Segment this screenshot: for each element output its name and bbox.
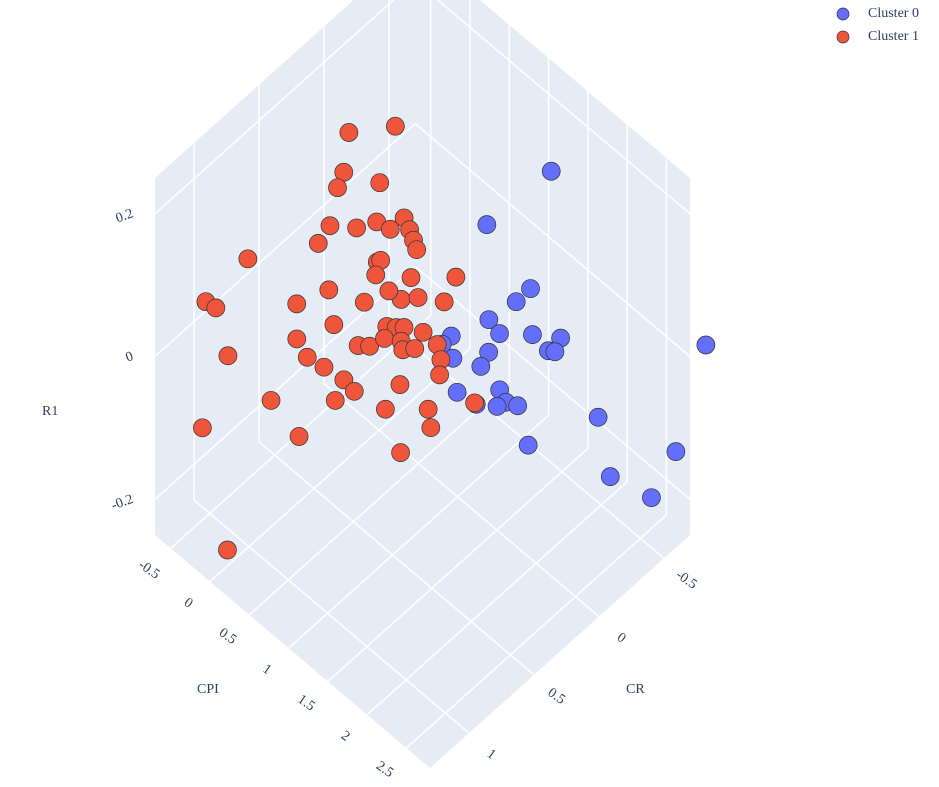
point	[360, 336, 379, 356]
z-tick-label: -0.2	[110, 492, 136, 514]
point	[218, 346, 238, 366]
grid-line	[323, 382, 600, 618]
x-axis-title: CPI	[197, 682, 219, 697]
x-tick-label: 2.5	[373, 759, 396, 781]
point	[508, 396, 528, 416]
point	[487, 397, 507, 416]
point	[430, 365, 449, 385]
point	[465, 393, 484, 413]
point	[518, 435, 538, 455]
point	[287, 329, 307, 349]
x-tick-label: 1	[260, 662, 274, 678]
point	[289, 427, 309, 446]
point	[328, 178, 347, 198]
point	[261, 391, 281, 410]
grid-line	[193, 499, 470, 734]
z-tick-label: 0	[124, 349, 136, 365]
z-tick-label: 0.2	[114, 206, 136, 226]
point	[479, 310, 499, 330]
grid-line	[436, 0, 691, 215]
point	[545, 342, 565, 362]
point	[297, 347, 317, 367]
legend-marker	[836, 30, 850, 44]
point	[344, 381, 364, 401]
point	[418, 399, 438, 419]
grid-line	[366, 481, 628, 716]
point	[325, 391, 345, 410]
point	[506, 292, 526, 312]
point	[320, 216, 340, 236]
point	[379, 281, 399, 301]
y-tick-label: 1	[484, 747, 498, 763]
point	[319, 280, 339, 300]
right-wall-pane	[415, 0, 690, 535]
point	[434, 292, 454, 312]
x-tick-label: -0.5	[135, 558, 162, 583]
point	[408, 288, 428, 307]
point	[375, 329, 394, 348]
point	[324, 315, 344, 334]
point	[401, 268, 421, 287]
y-axis-title: CR	[626, 682, 645, 697]
point	[588, 407, 608, 427]
point	[407, 240, 427, 260]
point	[380, 219, 400, 239]
y-tick-label: 0.5	[545, 685, 568, 707]
grid-line	[414, 265, 691, 500]
point	[541, 161, 561, 181]
point	[206, 298, 226, 318]
point	[447, 382, 467, 402]
point	[376, 399, 395, 419]
point	[471, 357, 491, 376]
x-tick-label: 1.5	[295, 692, 318, 714]
legend-label: Cluster 1	[868, 29, 919, 44]
point	[287, 294, 307, 314]
point	[413, 322, 433, 342]
point	[477, 215, 497, 234]
point	[218, 540, 237, 560]
point	[347, 218, 366, 238]
grid-line	[154, 0, 395, 215]
point	[666, 442, 686, 461]
x-tick-label: 2	[338, 728, 352, 744]
point	[308, 234, 328, 253]
y-tick-label: 0	[614, 630, 628, 646]
grid-line	[405, 514, 667, 749]
point	[421, 418, 441, 438]
point	[521, 279, 540, 298]
point	[238, 249, 258, 269]
grid-line	[327, 447, 589, 683]
point	[523, 325, 542, 344]
y-tick-label: -0.5	[673, 568, 700, 593]
grid-line	[258, 441, 535, 676]
floor-pane	[155, 302, 690, 768]
point	[446, 267, 466, 287]
point	[642, 488, 661, 508]
point	[696, 335, 716, 355]
point	[193, 418, 212, 438]
legend-label: Cluster 0	[868, 6, 919, 21]
legend-marker	[836, 7, 850, 21]
point	[370, 173, 390, 193]
point	[385, 116, 405, 136]
grid-line	[154, 122, 416, 358]
x-tick-label: 0.5	[216, 625, 239, 647]
point	[354, 292, 374, 312]
point	[490, 324, 509, 343]
grid-line	[414, 122, 691, 358]
point	[390, 375, 410, 394]
grid-line	[209, 348, 471, 583]
point	[314, 357, 334, 377]
x-tick-label: 0	[181, 595, 195, 611]
point	[366, 265, 386, 285]
point	[391, 443, 410, 462]
point	[600, 467, 620, 486]
grid-line	[248, 381, 510, 616]
point	[339, 123, 359, 142]
z-axis-title: R1	[42, 404, 58, 419]
point	[405, 339, 425, 358]
grid-line	[288, 414, 550, 649]
